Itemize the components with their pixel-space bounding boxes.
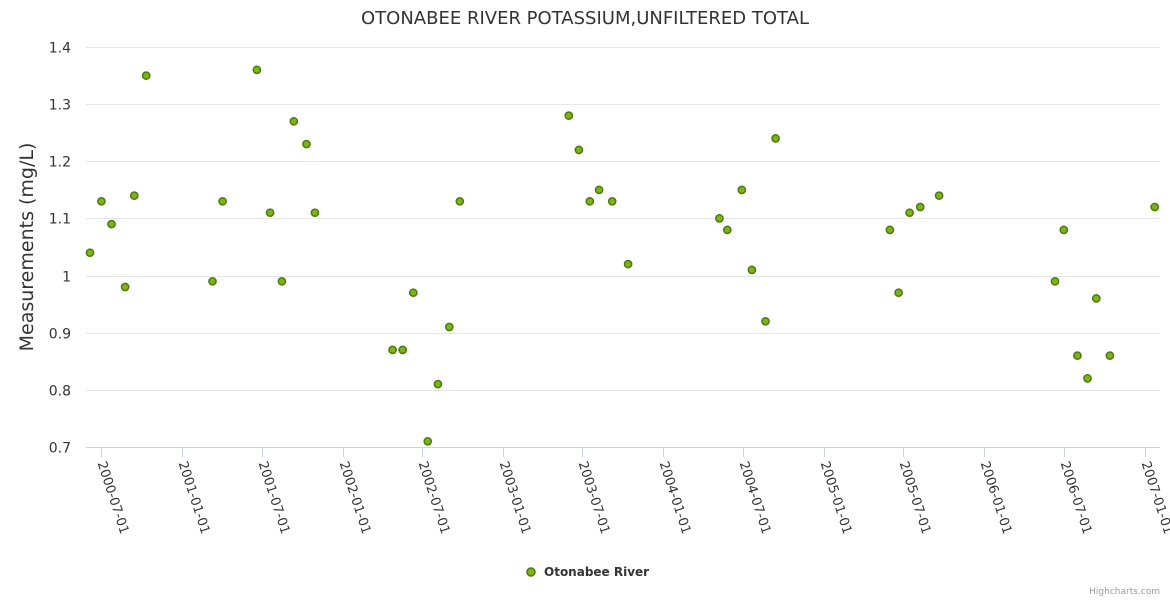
y-tick-label: 0.9 — [49, 327, 71, 343]
x-tick-label: 2002-07-01 — [415, 460, 453, 536]
data-point[interactable] — [564, 111, 574, 120]
x-tick-label: 2000-07-01 — [94, 460, 132, 536]
data-point[interactable] — [1059, 225, 1069, 235]
data-point[interactable] — [107, 219, 116, 229]
data-point[interactable] — [915, 202, 925, 212]
x-tick-label: 2007-01-01 — [1138, 460, 1170, 536]
x-tick-label: 2004-01-01 — [656, 460, 694, 536]
y-gridlines — [86, 47, 1160, 391]
data-point[interactable] — [607, 196, 617, 206]
data-point[interactable] — [574, 145, 584, 155]
legend-marker[interactable] — [526, 567, 536, 577]
legend[interactable]: Otonabee River — [526, 565, 649, 579]
data-point[interactable] — [1073, 351, 1082, 360]
data-point[interactable] — [771, 134, 780, 143]
data-point[interactable] — [85, 248, 95, 258]
x-tick-label: 2001-01-01 — [175, 460, 213, 536]
data-point[interactable] — [715, 214, 724, 223]
data-point[interactable] — [444, 322, 454, 332]
data-point[interactable] — [722, 225, 732, 235]
x-tick-label: 2002-01-01 — [336, 460, 374, 536]
data-point[interactable] — [129, 191, 139, 200]
data-point[interactable] — [1105, 351, 1115, 360]
y-tick-label: 1.2 — [49, 155, 71, 171]
data-point[interactable] — [894, 288, 903, 298]
x-tick-label: 2005-07-01 — [896, 460, 934, 536]
data-point[interactable] — [905, 208, 914, 218]
data-point[interactable] — [97, 196, 106, 206]
y-tick-label: 0.8 — [49, 384, 71, 400]
data-point[interactable] — [1050, 276, 1060, 286]
data-point[interactable] — [388, 345, 397, 355]
x-tick-label: 2003-01-01 — [496, 460, 534, 536]
x-tick-label: 2003-07-01 — [575, 460, 613, 536]
data-point[interactable] — [623, 259, 633, 269]
data-point[interactable] — [141, 71, 151, 80]
data-point[interactable] — [265, 208, 275, 218]
y-tick-label: 1.4 — [49, 41, 71, 57]
data-point[interactable] — [120, 282, 130, 292]
data-point[interactable] — [423, 436, 433, 446]
data-point[interactable] — [208, 276, 217, 286]
data-point[interactable] — [885, 225, 895, 235]
y-tick-labels: 0.7 0.8 0.9 1 1.1 1.2 1.3 1.4 — [49, 41, 71, 457]
data-point[interactable] — [747, 265, 757, 275]
data-point[interactable] — [433, 379, 443, 389]
x-tick-label: 2004-07-01 — [736, 460, 774, 536]
x-tick-label: 2001-07-01 — [255, 460, 293, 536]
series-otonabee-river[interactable] — [85, 65, 1160, 446]
data-point[interactable] — [310, 208, 320, 218]
data-point[interactable] — [252, 65, 262, 75]
data-point[interactable] — [302, 139, 311, 149]
chart-title: OTONABEE RIVER POTASSIUM,UNFILTERED TOTA… — [361, 8, 809, 29]
y-tick-label: 1.1 — [49, 212, 71, 228]
data-point[interactable] — [1150, 202, 1160, 212]
data-point[interactable] — [594, 185, 604, 195]
data-point[interactable] — [585, 196, 595, 206]
legend-item-label[interactable]: Otonabee River — [544, 565, 649, 579]
data-point[interactable] — [277, 276, 287, 286]
data-point[interactable] — [455, 196, 465, 206]
data-point[interactable] — [761, 316, 770, 326]
x-tick-label: 2006-07-01 — [1057, 460, 1095, 536]
x-tick-labels: 2000-07-01 2001-01-01 2001-07-01 2002-01-01… — [94, 447, 1170, 536]
data-point[interactable] — [398, 345, 408, 355]
y-tick-label: 0.7 — [49, 441, 71, 457]
x-tick-label: 2005-01-01 — [817, 460, 855, 536]
data-point[interactable] — [1083, 374, 1092, 383]
data-point[interactable] — [1091, 294, 1101, 303]
data-point[interactable] — [289, 116, 299, 126]
credits-link[interactable]: Highcharts.com — [1089, 587, 1160, 597]
y-tick-label: 1.3 — [49, 98, 71, 114]
data-point[interactable] — [408, 288, 418, 298]
y-tick-label: 1 — [62, 270, 71, 286]
x-tick-label: 2006-01-01 — [977, 460, 1015, 536]
data-point[interactable] — [218, 196, 227, 206]
y-axis-label: Measurements (mg/L) — [16, 143, 38, 352]
data-point[interactable] — [737, 185, 747, 195]
data-point[interactable] — [934, 191, 944, 200]
